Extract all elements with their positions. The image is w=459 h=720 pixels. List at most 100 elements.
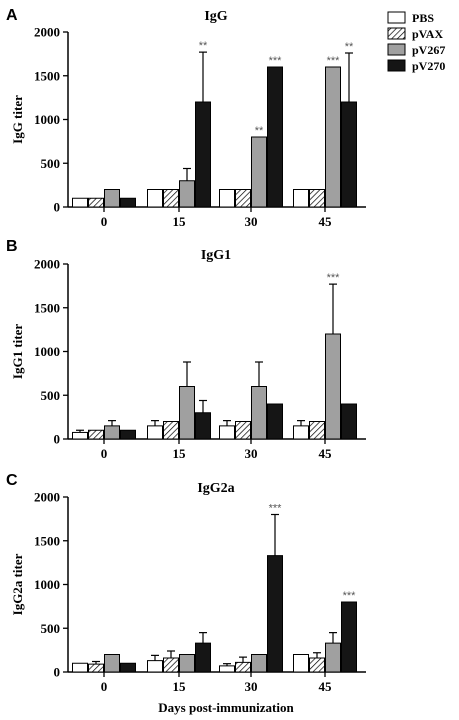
y-tick-label: 1500	[34, 68, 60, 83]
significance-label: ***	[327, 272, 341, 284]
bar-pv270-day-30	[267, 66, 283, 208]
bar-pv270-day-0	[120, 429, 136, 440]
y-axis-label: IgG1 titer	[10, 324, 25, 379]
y-axis-label: IgG titer	[10, 95, 25, 144]
y-axis-label: IgG2a titer	[10, 553, 25, 615]
significance-label: **	[345, 41, 354, 53]
y-tick-label: 500	[41, 621, 61, 636]
significance-label: ***	[269, 503, 283, 515]
bar-pv267-day-45	[325, 333, 341, 440]
bar-pbs-day-45	[293, 654, 309, 673]
panel-title: IgG1	[201, 248, 231, 263]
bar-pbs-day-15	[147, 660, 163, 673]
legend-label-pv270: pV270	[412, 59, 445, 73]
x-tick-label: 45	[319, 446, 333, 461]
legend-swatch-pvax	[387, 27, 406, 40]
y-tick-label: 2000	[34, 490, 60, 505]
significance-label: ***	[343, 590, 357, 602]
bar-pvax-day-45	[309, 421, 325, 440]
x-tick-label: 0	[101, 446, 108, 461]
legend-swatch-pv267	[387, 43, 406, 56]
bar-pvax-day-0	[88, 429, 104, 440]
legend-label-pvax: pVAX	[412, 27, 443, 41]
bar-pbs-day-0	[72, 431, 88, 440]
bar-pbs-day-15	[147, 425, 163, 440]
x-tick-label: 30	[245, 679, 258, 694]
bar-pvax-day-0	[88, 663, 104, 673]
bar-pv267-day-45	[325, 642, 341, 673]
panel-c: C IgG2a IgG2a titer 0 500 1000 1500 2000 0 15 30 45…	[6, 472, 366, 694]
y-tick-label: 2000	[34, 257, 60, 272]
bar-pvax-day-0	[88, 197, 104, 208]
legend-swatch-pv270	[387, 59, 406, 72]
x-tick-label: 45	[319, 679, 333, 694]
y-tick-label: 500	[41, 156, 61, 171]
x-tick-label: 30	[245, 214, 258, 229]
y-tick-label: 1500	[34, 533, 60, 548]
bar-pvax-day-15	[163, 189, 179, 208]
bar-pv267-day-45	[325, 66, 341, 208]
bar-pv267-day-0	[104, 425, 120, 440]
bar-pbs-day-0	[72, 662, 88, 673]
bar-pbs-day-15	[147, 189, 163, 208]
bar-pvax-day-45	[309, 657, 325, 673]
bar-pbs-day-45	[293, 189, 309, 208]
bar-pvax-day-15	[163, 657, 179, 673]
bar-pvax-day-45	[309, 189, 325, 208]
legend-item-pbs: PBS	[387, 11, 434, 25]
legend-label-pv267: pV267	[412, 43, 445, 57]
significance-label: ***	[327, 55, 341, 67]
significance-label: **	[255, 125, 264, 137]
y-tick-label: 1000	[34, 577, 60, 592]
y-tick-label: 1500	[34, 300, 60, 315]
y-tick-label: 1000	[34, 344, 60, 359]
bar-pv267-day-30	[251, 386, 267, 440]
bar-pv270-day-15	[195, 412, 211, 440]
x-tick-label: 30	[245, 446, 258, 461]
y-tick-label: 1000	[34, 112, 60, 127]
bar-pvax-day-30	[235, 421, 251, 440]
x-tick-label: 0	[101, 679, 108, 694]
bar-pv270-day-15	[195, 642, 211, 673]
legend-item-pvax: pVAX	[387, 27, 443, 41]
legend-item-pv267: pV267	[387, 43, 445, 57]
bar-pvax-day-30	[235, 189, 251, 208]
bar-pv267-day-15	[179, 180, 195, 208]
y-tick-label: 500	[41, 388, 61, 403]
bar-pv267-day-0	[104, 654, 120, 673]
panel-letter: A	[6, 7, 18, 24]
significance-label: ***	[269, 55, 283, 67]
bar-pv270-day-30	[267, 403, 283, 440]
bar-pv267-day-15	[179, 386, 195, 440]
legend-item-pv270: pV270	[387, 59, 445, 73]
y-tick-label: 0	[54, 432, 61, 447]
legend: PBS pVAX pV267 pV270	[387, 11, 445, 73]
significance-label: **	[199, 40, 208, 52]
bar-pv270-day-45	[341, 601, 357, 673]
bar-pbs-day-30	[219, 425, 235, 440]
bar-pvax-day-15	[163, 421, 179, 440]
y-tick-label: 2000	[34, 25, 60, 40]
bar-pv267-day-0	[104, 189, 120, 208]
panel-b: B IgG1 IgG1 titer 0 500 1000 1500 2000 0 15 30 45 **…	[6, 238, 366, 461]
bar-pbs-day-0	[72, 197, 88, 208]
bar-pbs-day-30	[219, 189, 235, 208]
panel-title: IgG2a	[197, 481, 234, 496]
bar-pv270-day-45	[341, 403, 357, 440]
x-tick-label: 0	[101, 214, 108, 229]
x-tick-label: 45	[319, 214, 333, 229]
x-tick-label: 15	[173, 214, 187, 229]
legend-swatch-pbs	[387, 11, 406, 24]
bar-pv267-day-30	[251, 654, 267, 673]
panel-letter: B	[6, 238, 18, 255]
bar-pv267-day-15	[179, 654, 195, 673]
bar-pv270-day-15	[195, 101, 211, 208]
panel-title: IgG	[204, 9, 227, 24]
bar-pv267-day-30	[251, 136, 267, 208]
bar-pv270-day-30	[267, 555, 283, 673]
bar-pbs-day-45	[293, 425, 309, 440]
bar-pv270-day-45	[341, 101, 357, 208]
bar-pv270-day-0	[120, 662, 136, 673]
